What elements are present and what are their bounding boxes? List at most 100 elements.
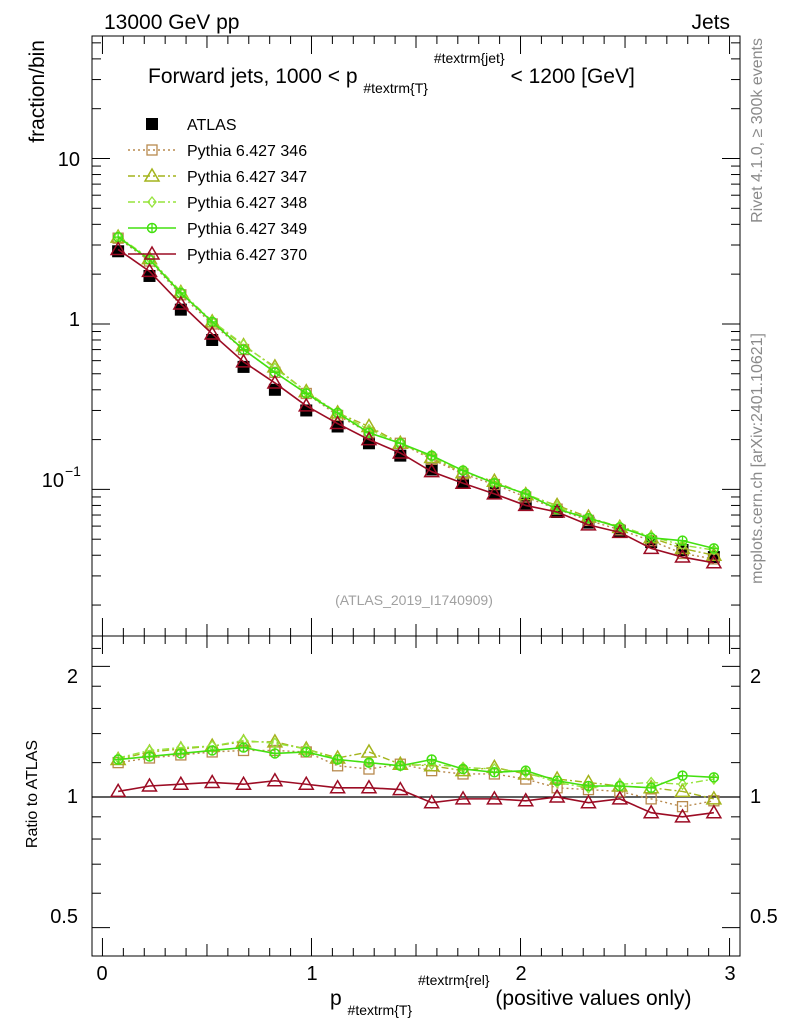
main-data-point bbox=[112, 245, 125, 258]
ratio-data-point bbox=[551, 775, 563, 786]
ratio-data-point bbox=[266, 772, 284, 787]
ratio-data-point bbox=[329, 779, 346, 794]
ratio-data-point bbox=[423, 794, 440, 809]
main-series bbox=[109, 228, 723, 569]
ratio-data-point bbox=[705, 804, 723, 819]
main-data-point bbox=[677, 535, 688, 546]
ratio-series-4 bbox=[109, 772, 723, 823]
ratio-data-point bbox=[172, 775, 190, 790]
main-data-point bbox=[457, 465, 469, 476]
ratio-panel: Ratio to ATLAS 2 1 0.5 2 1 0.5 0 1 2 3 p… bbox=[24, 635, 778, 1020]
ratio-data-point bbox=[297, 775, 315, 790]
ratio-data-point bbox=[677, 778, 688, 791]
main-series-line bbox=[117, 236, 715, 556]
ratio-series-line bbox=[117, 739, 714, 789]
xlabel-sub: #textrm{T} bbox=[348, 1002, 413, 1018]
main-data-point bbox=[708, 543, 720, 554]
main-data-point bbox=[360, 431, 378, 446]
ratio-data-point bbox=[489, 767, 500, 778]
main-data-point bbox=[611, 523, 629, 539]
main-data-point bbox=[392, 444, 409, 459]
ratio-data-point bbox=[708, 772, 720, 783]
main-data-point bbox=[454, 474, 472, 489]
ytick-label-1: 1 bbox=[69, 309, 80, 331]
ratio-data-point bbox=[486, 790, 503, 805]
x-axis-label: p #textrm{T} #textrm{rel} (positive valu… bbox=[330, 967, 692, 1020]
legend-label-370: Pythia 6.427 370 bbox=[187, 247, 307, 264]
ratio-data-point bbox=[360, 743, 378, 758]
main-data-point bbox=[266, 374, 284, 389]
legend-marker bbox=[146, 118, 158, 130]
ratio-series-3 bbox=[112, 742, 720, 794]
ratio-data-point bbox=[705, 790, 723, 805]
main-data-point bbox=[705, 546, 723, 561]
main-series-line bbox=[117, 236, 715, 550]
ratio-data-point bbox=[454, 790, 472, 805]
main-series-4 bbox=[112, 231, 720, 554]
main-data-point bbox=[331, 420, 344, 433]
ratio-data-point bbox=[645, 793, 657, 805]
ratio-data-point bbox=[676, 800, 689, 813]
main-ticks bbox=[92, 36, 740, 636]
ratio-data-point bbox=[144, 751, 155, 762]
ytick-label-0p1-exponent: −1 bbox=[65, 463, 81, 479]
main-data-point bbox=[705, 554, 723, 569]
main-data-point bbox=[580, 516, 597, 531]
legend-marker bbox=[143, 245, 161, 260]
ratio-data-point bbox=[548, 788, 566, 803]
mcplots-label: mcplots.cern.ch [arXiv:2401.10621] bbox=[749, 333, 766, 584]
main-data-point bbox=[109, 240, 127, 256]
ratio-data-point bbox=[392, 781, 409, 796]
main-series-line bbox=[117, 235, 714, 551]
main-data-point bbox=[206, 316, 218, 328]
ratio-series-2 bbox=[113, 734, 719, 794]
header-right: Jets bbox=[691, 11, 730, 34]
legend-label-347: Pythia 6.427 347 bbox=[187, 169, 307, 186]
ratio-series bbox=[109, 733, 723, 823]
analysis-watermark: (ATLAS_2019_I1740909) bbox=[335, 592, 493, 608]
ratio-data-point bbox=[203, 773, 221, 789]
xtick-label-2: 2 bbox=[515, 963, 526, 985]
chart-title-sup: #textrm{jet} bbox=[434, 50, 505, 66]
ratio-data-point bbox=[674, 782, 691, 798]
main-data-point bbox=[268, 383, 281, 396]
main-data-point bbox=[674, 548, 691, 563]
ratio-series-line bbox=[118, 749, 714, 808]
ratio-data-point bbox=[517, 792, 535, 807]
xlabel-end: (positive values only) bbox=[495, 987, 691, 1010]
ratio-data-point bbox=[175, 748, 187, 759]
legend-marker bbox=[146, 222, 158, 234]
main-series-1 bbox=[112, 232, 720, 565]
ratio-data-point bbox=[457, 763, 469, 775]
main-data-point bbox=[172, 295, 190, 310]
main-series-2 bbox=[109, 228, 723, 561]
main-data-point bbox=[238, 344, 249, 355]
main-data-point bbox=[206, 333, 219, 346]
main-series-line bbox=[117, 248, 715, 564]
ratio-data-point bbox=[395, 760, 406, 772]
header-left: 13000 GeV pp bbox=[104, 11, 239, 34]
xtick-label-0: 0 bbox=[96, 963, 107, 985]
ratio-data-point bbox=[235, 775, 252, 790]
legend: ATLAS Pythia 6.427 346 Pythia 6.427 347 … bbox=[128, 117, 307, 264]
chart-title-end: < 1200 [GeV] bbox=[510, 65, 634, 88]
legend-marker bbox=[146, 144, 158, 156]
ratio-data-point bbox=[674, 808, 691, 823]
ratio-data-point bbox=[332, 754, 343, 765]
main-data-point bbox=[708, 553, 720, 565]
ratio-data-point bbox=[426, 754, 437, 765]
ratio-data-point bbox=[301, 746, 312, 758]
chart-title: Forward jets, 1000 < p #textrm{T} #textr… bbox=[148, 45, 635, 98]
main-data-point bbox=[112, 231, 124, 243]
ratio-data-point bbox=[520, 765, 531, 776]
ratio-data-point bbox=[583, 780, 594, 792]
rivet-label: Rivet 4.1.0, ≥ 300k events bbox=[749, 38, 766, 223]
main-data-point bbox=[486, 485, 503, 500]
main-data-point bbox=[674, 539, 691, 555]
main-series-3 bbox=[113, 230, 719, 557]
ratio-ylabel: Ratio to ATLAS bbox=[24, 740, 41, 848]
main-series-5 bbox=[109, 240, 723, 569]
ytick-label-0p1: 10 bbox=[42, 470, 64, 492]
ratio-data-point bbox=[363, 757, 375, 768]
main-panel: fraction/bin 10 1 10 −1 Forward jets, 10… bbox=[26, 35, 741, 637]
